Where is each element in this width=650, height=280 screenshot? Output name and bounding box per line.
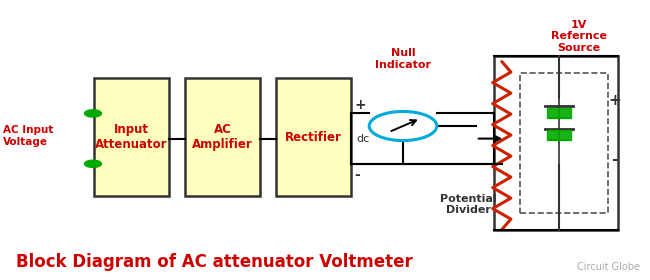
Text: Input
Attenuator: Input Attenuator — [96, 123, 168, 151]
Bar — [494, 56, 618, 230]
Circle shape — [369, 111, 437, 141]
Bar — [94, 78, 169, 196]
Text: Block Diagram of AC attenuator Voltmeter: Block Diagram of AC attenuator Voltmeter — [16, 253, 413, 271]
Text: AC
Amplifier: AC Amplifier — [192, 123, 253, 151]
Text: dc: dc — [356, 134, 369, 144]
Text: Rectifier: Rectifier — [285, 131, 342, 144]
Text: +: + — [608, 93, 621, 108]
Text: Potential
Divider: Potential Divider — [439, 193, 497, 215]
Bar — [520, 73, 608, 213]
Text: Null
Indicator: Null Indicator — [375, 48, 431, 70]
Bar — [276, 78, 351, 196]
Circle shape — [84, 160, 101, 167]
Text: AC Input
Voltage: AC Input Voltage — [3, 125, 53, 147]
Text: Circuit Globe: Circuit Globe — [577, 262, 640, 272]
Circle shape — [84, 110, 101, 117]
Bar — [185, 78, 260, 196]
Text: -: - — [611, 152, 618, 167]
Text: -: - — [354, 168, 360, 182]
Text: +: + — [354, 98, 366, 112]
Text: 1V
Refernce
Source: 1V Refernce Source — [551, 20, 606, 53]
